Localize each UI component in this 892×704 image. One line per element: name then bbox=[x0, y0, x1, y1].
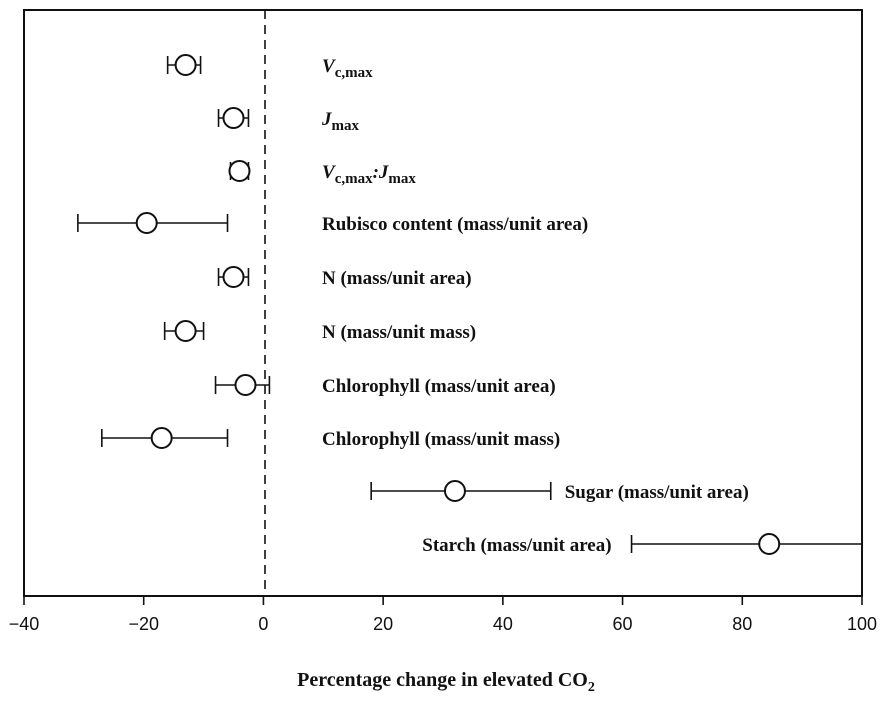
parameter-label: Starch (mass/unit area) bbox=[422, 535, 611, 556]
row-1: Jmax bbox=[217, 107, 359, 134]
x-tick-label: 100 bbox=[847, 614, 877, 634]
x-tick-label: 0 bbox=[258, 614, 268, 634]
parameter-label: Jmax bbox=[321, 109, 359, 134]
plot-frame bbox=[23, 9, 863, 597]
data-marks: Vc,max Jmax Vc,max:Jmax Rubisco content (ma… bbox=[77, 54, 862, 556]
x-tick-label: 80 bbox=[732, 614, 752, 634]
x-tick-label: −40 bbox=[9, 614, 40, 634]
mean-marker bbox=[150, 427, 173, 449]
parameter-label: Chlorophyll (mass/unit area) bbox=[322, 376, 556, 397]
x-tick-label: 60 bbox=[613, 614, 633, 634]
mean-marker bbox=[135, 212, 158, 234]
mean-marker bbox=[228, 160, 251, 182]
row-2: Vc,max:Jmax bbox=[228, 160, 416, 187]
parameter-label: N (mass/unit area) bbox=[322, 268, 472, 289]
parameter-label: N (mass/unit mass) bbox=[322, 322, 476, 343]
row-0: Vc,max bbox=[166, 54, 373, 81]
mean-marker bbox=[174, 54, 197, 76]
row-5: N (mass/unit mass) bbox=[163, 320, 476, 343]
mean-marker bbox=[234, 374, 257, 396]
mean-marker bbox=[443, 480, 466, 502]
mean-marker bbox=[174, 320, 197, 342]
row-6: Chlorophyll (mass/unit area) bbox=[214, 374, 556, 397]
parameter-label: Rubisco content (mass/unit area) bbox=[322, 214, 588, 235]
parameter-label: Chlorophyll (mass/unit mass) bbox=[322, 429, 560, 450]
row-4: N (mass/unit area) bbox=[217, 266, 472, 289]
row-7: Chlorophyll (mass/unit mass) bbox=[101, 427, 560, 450]
x-tick-label: 20 bbox=[373, 614, 393, 634]
row-3: Rubisco content (mass/unit area) bbox=[77, 212, 588, 235]
parameter-label: Vc,max:Jmax bbox=[322, 162, 416, 187]
x-tick-label: −20 bbox=[128, 614, 159, 634]
x-axis-ticks: −40 −20 0 20 40 60 80 100 bbox=[9, 596, 877, 634]
parameter-label: Vc,max bbox=[322, 56, 373, 81]
mean-marker bbox=[758, 533, 781, 555]
mean-marker bbox=[222, 266, 245, 288]
parameter-label: Sugar (mass/unit area) bbox=[565, 482, 749, 503]
x-axis-label: Percentage change in elevated CO2 bbox=[297, 669, 595, 695]
x-tick-label: 40 bbox=[493, 614, 513, 634]
mean-marker bbox=[222, 107, 245, 129]
row-8: Sugar (mass/unit area) bbox=[370, 480, 749, 503]
row-9: Starch (mass/unit area) bbox=[422, 533, 862, 556]
